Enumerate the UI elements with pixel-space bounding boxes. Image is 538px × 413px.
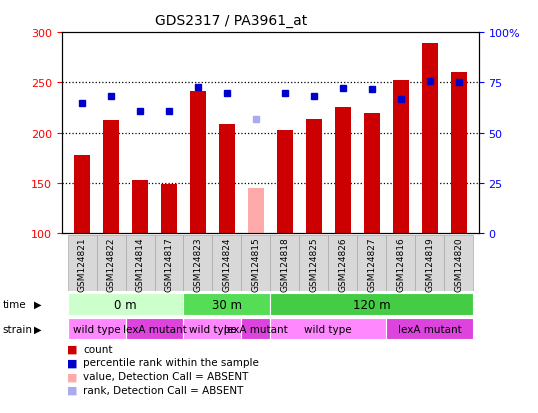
Bar — [242, 235, 270, 291]
Text: GSM124825: GSM124825 — [309, 237, 318, 292]
Text: 30 m: 30 m — [212, 298, 242, 311]
Bar — [183, 318, 242, 339]
Text: GSM124815: GSM124815 — [251, 237, 260, 292]
Bar — [328, 235, 357, 291]
Text: value, Detection Call = ABSENT: value, Detection Call = ABSENT — [83, 371, 249, 381]
Bar — [444, 235, 473, 291]
Text: 0 m: 0 m — [114, 298, 137, 311]
Bar — [125, 318, 183, 339]
Bar — [299, 235, 328, 291]
Bar — [415, 235, 444, 291]
Bar — [213, 235, 242, 291]
Text: rank, Detection Call = ABSENT: rank, Detection Call = ABSENT — [83, 385, 244, 395]
Bar — [219, 125, 235, 233]
Bar — [183, 294, 270, 315]
Bar — [68, 294, 183, 315]
Bar — [422, 44, 437, 233]
Text: GSM124819: GSM124819 — [425, 237, 434, 292]
Text: ■: ■ — [67, 358, 78, 368]
Bar — [68, 318, 125, 339]
Bar — [97, 235, 125, 291]
Text: GSM124818: GSM124818 — [280, 237, 289, 292]
Bar — [357, 235, 386, 291]
Text: GSM124822: GSM124822 — [107, 237, 116, 292]
Bar — [271, 294, 473, 315]
Bar — [132, 180, 148, 233]
Bar — [451, 73, 466, 233]
Text: 120 m: 120 m — [353, 298, 391, 311]
Bar — [386, 235, 415, 291]
Bar — [190, 92, 206, 233]
Text: percentile rank within the sample: percentile rank within the sample — [83, 358, 259, 368]
Bar — [154, 235, 183, 291]
Bar — [271, 318, 386, 339]
Text: strain: strain — [3, 324, 33, 334]
Bar — [68, 235, 97, 291]
Text: count: count — [83, 344, 113, 354]
Text: wild type: wild type — [189, 324, 236, 334]
Text: GSM124814: GSM124814 — [136, 237, 145, 292]
Text: ▶: ▶ — [34, 299, 41, 309]
Bar — [103, 121, 119, 233]
Bar — [335, 108, 351, 233]
Text: GSM124826: GSM124826 — [338, 237, 347, 292]
Bar — [277, 130, 293, 233]
Bar — [125, 235, 154, 291]
Bar — [183, 235, 213, 291]
Text: lexA mutant: lexA mutant — [123, 324, 186, 334]
Text: time: time — [3, 299, 26, 309]
Bar — [271, 235, 299, 291]
Bar — [393, 81, 408, 233]
Bar — [242, 318, 270, 339]
Bar — [161, 184, 177, 233]
Text: ■: ■ — [67, 371, 78, 381]
Text: GSM124827: GSM124827 — [367, 237, 376, 292]
Bar — [74, 155, 90, 233]
Text: GSM124821: GSM124821 — [77, 237, 87, 292]
Bar — [386, 318, 473, 339]
Text: ■: ■ — [67, 344, 78, 354]
Text: lexA mutant: lexA mutant — [398, 324, 462, 334]
Text: wild type: wild type — [73, 324, 121, 334]
Bar — [364, 114, 380, 233]
Text: ■: ■ — [67, 385, 78, 395]
Bar — [306, 120, 322, 233]
Bar — [248, 188, 264, 233]
Text: GSM124817: GSM124817 — [165, 237, 173, 292]
Text: lexA mutant: lexA mutant — [224, 324, 288, 334]
Text: ▶: ▶ — [34, 324, 41, 334]
Text: GSM124824: GSM124824 — [222, 237, 231, 292]
Text: wild type: wild type — [305, 324, 352, 334]
Text: GSM124823: GSM124823 — [194, 237, 202, 292]
Text: GSM124816: GSM124816 — [396, 237, 405, 292]
Text: GSM124820: GSM124820 — [454, 237, 463, 292]
Text: GDS2317 / PA3961_at: GDS2317 / PA3961_at — [155, 14, 307, 28]
